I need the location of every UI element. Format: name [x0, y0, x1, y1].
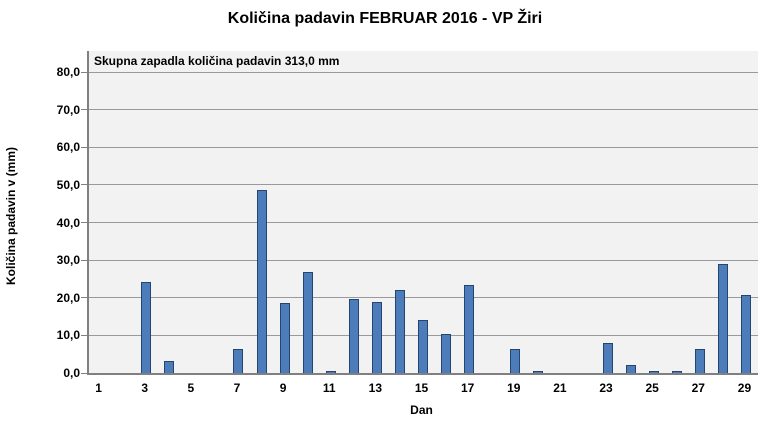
y-tick-label-60_0: 60,0 [56, 140, 80, 155]
gridline-60 [89, 146, 758, 148]
y-tick-label-20_0: 20,0 [56, 290, 80, 305]
total-precipitation-annotation: Skupna zapadla količina padavin 313,0 mm [94, 54, 340, 68]
bar-day-8 [256, 190, 267, 373]
x-tick-label-7: 7 [233, 381, 241, 395]
chart-title: Količina padavin FEBRUAR 2016 - VP Žiri [227, 10, 543, 27]
x-tick-label-9: 9 [279, 381, 287, 395]
bar-day-29 [740, 294, 751, 373]
y-tick-label-80_0: 80,0 [56, 65, 80, 79]
bar-day-4 [164, 360, 175, 373]
y-tick-label-0_0: 0,0 [63, 366, 80, 380]
bar-day-14 [394, 290, 405, 373]
y-axis-title: Količina padavin v (mm) [4, 146, 18, 286]
bar-day-27 [694, 349, 705, 373]
bar-day-7 [233, 349, 244, 373]
gridline-70 [89, 109, 758, 111]
bar-day-20 [533, 370, 544, 373]
bar-day-13 [371, 302, 382, 373]
y-tick-mark [81, 146, 87, 148]
gridline-20 [89, 297, 758, 299]
gridline-30 [89, 259, 758, 261]
bar-day-26 [671, 371, 682, 373]
bar-day-16 [441, 333, 452, 373]
gridline-80 [89, 71, 758, 73]
y-tick-mark [81, 184, 87, 186]
y-tick-mark [81, 222, 87, 223]
bar-day-3 [141, 282, 152, 373]
y-tick-mark [81, 259, 87, 261]
y-tick-mark [81, 71, 87, 73]
bar-day-10 [302, 271, 313, 373]
x-tick-label-11: 11 [322, 381, 336, 395]
y-tick-mark [81, 372, 87, 374]
bar-day-11 [325, 371, 336, 373]
plot-area: Skupna zapadla količina padavin 313,0 mm [87, 51, 758, 375]
gridline-50 [89, 184, 758, 186]
x-axis-title: Dan [410, 403, 433, 417]
x-tick-label-21: 21 [553, 381, 567, 395]
bar-day-24 [625, 365, 636, 373]
bar-day-19 [510, 349, 521, 373]
x-tick-label-23: 23 [599, 381, 613, 395]
x-tick-label-13: 13 [368, 381, 383, 395]
bar-day-25 [648, 371, 659, 373]
y-tick-mark [81, 297, 87, 299]
x-tick-label-5: 5 [187, 381, 195, 395]
bar-day-12 [348, 299, 359, 373]
x-tick-label-19: 19 [507, 381, 521, 395]
bar-day-15 [418, 320, 428, 373]
y-tick-label-70_0: 70,0 [56, 102, 80, 117]
x-tick-label-27: 27 [691, 381, 705, 395]
x-tick-label-25: 25 [645, 381, 659, 395]
bar-day-9 [279, 302, 290, 373]
x-tick-label-17: 17 [460, 381, 475, 395]
y-tick-mark [81, 334, 87, 336]
x-tick-label-1: 1 [95, 381, 102, 395]
y-tick-label-10_0: 10,0 [56, 328, 80, 343]
bar-day-23 [602, 342, 613, 373]
y-tick-mark [81, 109, 87, 111]
gridline-40 [89, 222, 758, 223]
y-tick-label-50_0: 50,0 [56, 177, 80, 192]
x-tick-label-15: 15 [414, 381, 429, 395]
bar-day-28 [717, 263, 728, 373]
bar-day-17 [464, 285, 475, 373]
x-tick-label-29: 29 [737, 381, 752, 395]
y-tick-label-40_0: 40,0 [56, 215, 80, 230]
y-tick-label-30_0: 30,0 [56, 253, 80, 268]
x-tick-label-3: 3 [141, 381, 149, 395]
